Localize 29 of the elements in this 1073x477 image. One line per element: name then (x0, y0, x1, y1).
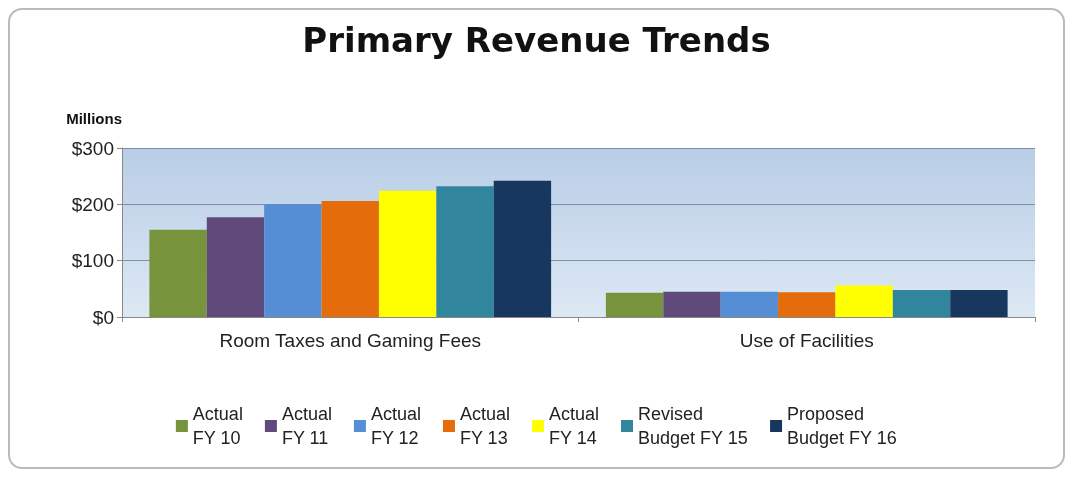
bar (264, 204, 322, 317)
x-tick-label: Use of Facilities (739, 330, 874, 351)
y-tick-label: $300 (71, 137, 114, 159)
bar (493, 180, 552, 317)
bar (950, 289, 1008, 317)
legend-label: Actual FY 12 (370, 404, 421, 448)
y-tick-label: $0 (92, 306, 114, 328)
y-tick-label: $200 (71, 193, 114, 215)
legend-label: Actual FY 11 (281, 404, 332, 448)
legend-label: Actual FY 10 (192, 404, 243, 448)
bar (605, 292, 664, 317)
bar (778, 292, 836, 317)
bar (206, 217, 265, 317)
legend-label: Actual FY 14 (548, 404, 599, 448)
x-tick-label: Room Taxes and Gaming Fees (219, 330, 482, 351)
bar (436, 186, 494, 317)
bar (835, 285, 893, 317)
bar (663, 291, 721, 317)
y-axis-title: Millions (66, 110, 122, 127)
chart-title: Primary Revenue Trends (302, 20, 771, 60)
y-tick-label: $100 (71, 250, 114, 272)
bar (321, 200, 379, 317)
legend-label: Revised Budget FY 15 (637, 404, 748, 448)
bar (378, 190, 437, 317)
legend-label: Actual FY 13 (459, 404, 510, 448)
bar (892, 289, 951, 317)
legend-label: Proposed Budget FY 16 (787, 404, 897, 448)
bar (720, 291, 779, 317)
bar (149, 229, 207, 317)
